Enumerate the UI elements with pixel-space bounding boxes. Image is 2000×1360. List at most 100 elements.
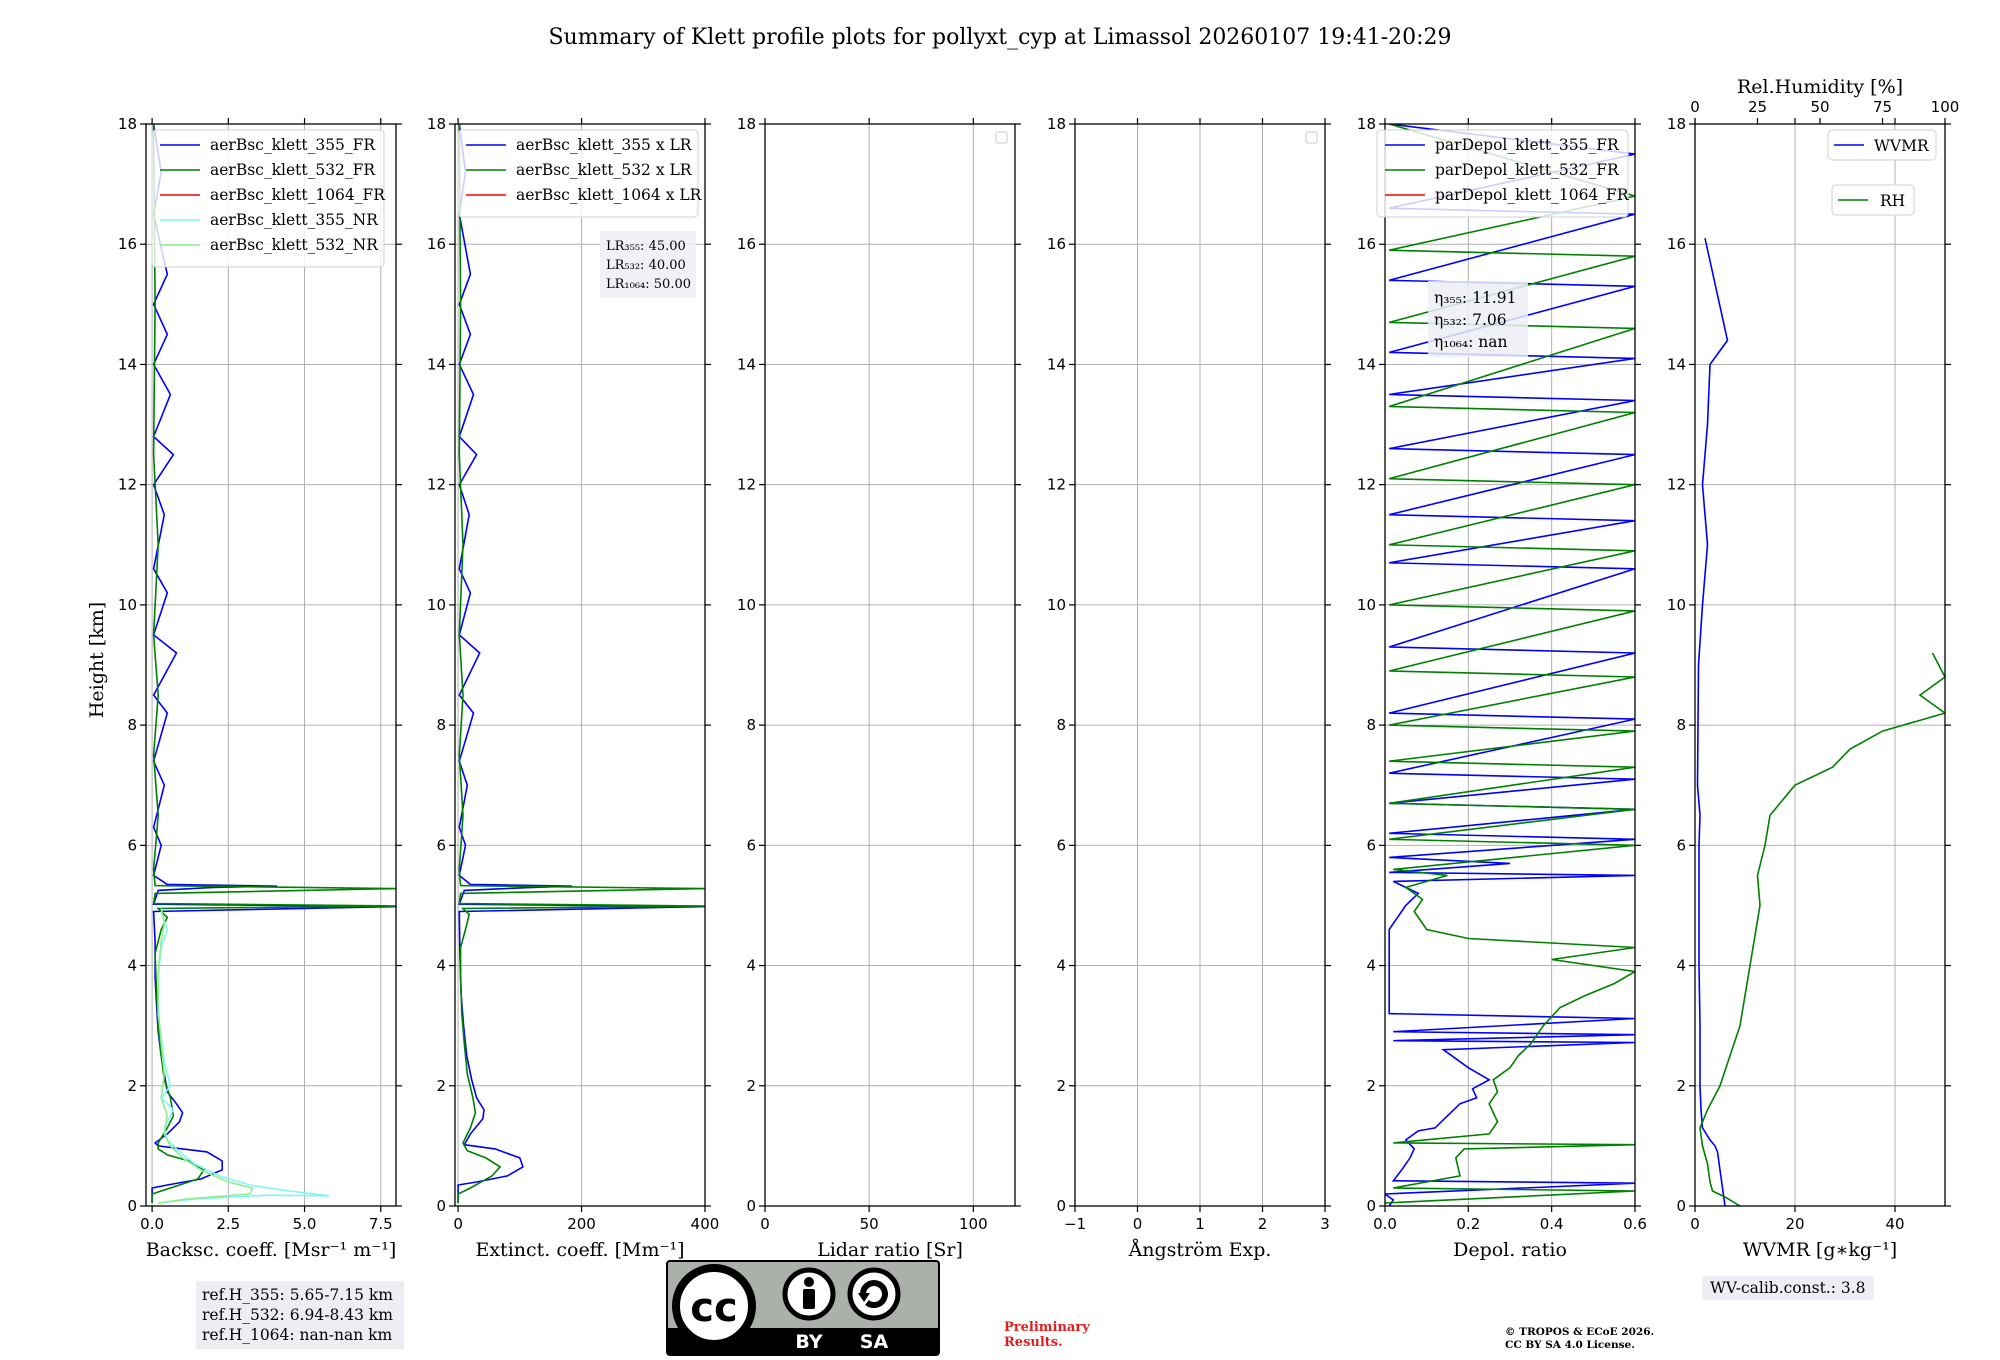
y-tick-label: 0 [746,1197,756,1215]
y-tick-label: 2 [746,1077,756,1095]
y-tick-label: 14 [118,355,137,373]
copyright-note: © TROPOS & ECoE 2026. CC BY SA 4.0 Licen… [1505,1326,1654,1352]
ref-height-1064: ref.H_1064: nan-nan km [202,1326,393,1344]
x-axis-label: WVMR [g∗kg⁻¹] [1743,1239,1897,1261]
legend-entry: aerBsc_klett_355_NR [210,211,379,229]
y-tick-label: 18 [1667,115,1686,133]
y-tick-label: 4 [1676,957,1686,975]
preliminary-line-1: Preliminary [1004,1320,1090,1335]
y-tick-label: 4 [436,957,446,975]
y-tick-label: 16 [737,235,756,253]
legend-entry: aerBsc_klett_532_NR [210,236,379,254]
annotation-eta1064: η₁₀₆₄: nan [1434,333,1508,351]
y-tick-label: 6 [746,836,756,854]
y-tick-label: 14 [427,355,446,373]
legend-entry: parDepol_klett_1064_FR [1435,186,1630,204]
annotation-background [600,231,696,298]
axes-frame [145,123,397,1207]
top-tick-label: 0 [1690,98,1700,116]
x-tick-label: 100 [959,1215,988,1233]
x-axis-label: Extinct. coeff. [Mm⁻¹] [475,1239,684,1261]
y-tick-label: 0 [127,1197,137,1215]
top-tick-label: 25 [1748,98,1767,116]
x-tick-label: 20 [1785,1215,1804,1233]
axes-frame [1384,123,1636,1207]
lidar-ratio-panel: 0 2 4 6 8 10 12 14 16 18 0 50 100 Lidar ratio [Sr] [737,115,1021,1261]
y-tick-label: 6 [436,836,446,854]
legend-entry: RH [1880,192,1905,210]
y-tick-label: 8 [436,716,446,734]
y-tick-label: 0 [436,1197,446,1215]
annotation-lr355: LR₃₅₅: 45.00 [606,239,686,254]
x-tick-label: 0.0 [1373,1215,1397,1233]
axes-frame [764,123,1016,1207]
reference-heights-box: ref.H_355: 5.65-7.15 km ref.H_532: 6.94-… [196,1281,404,1349]
top-tick-label: 50 [1810,98,1829,116]
y-tick-label: 12 [1357,476,1376,494]
x-tick-label: 0 [1133,1215,1143,1233]
y-tick-label: 6 [127,836,137,854]
y-tick-label: 18 [427,115,446,133]
depol-panel: 0 2 4 6 8 10 12 14 16 18 0.0 0.2 0.4 0.6 Depol. ratio [1357,115,1647,1261]
series-line-aerBsc_klett_532 x LR [457,124,705,1203]
backscatter-panel: 0 2 4 6 8 10 12 14 16 18 0.0 2.5 5.0 7.5 Backsc. coeff… [118,115,402,1261]
y-tick-label: 10 [1357,596,1376,614]
x-tick-label: 0.2 [1456,1215,1480,1233]
series-line-aerBsc_klett_355_FR [151,124,396,1203]
y-tick-label: 14 [737,355,756,373]
cc-by-sa-license-badge: cc BY SA [666,1260,940,1356]
legend-box [1827,129,1937,161]
x-axis-label: Backsc. coeff. [Msr⁻¹ m⁻¹] [146,1239,397,1261]
x-tick-label: 7.5 [369,1215,393,1233]
y-axis-label: Height [km] [86,602,108,718]
y-tick-label: 6 [1366,836,1376,854]
series-line-parDepol_klett_355_FR [1385,124,1635,1206]
x-tick-label: 3 [1320,1215,1330,1233]
y-tick-label: 2 [436,1077,446,1095]
legend-box [457,129,699,218]
legend: aerBsc_klett_355 x LR aerBsc_klett_532 x … [457,129,703,218]
y-tick-label: 10 [1667,596,1686,614]
x-tick-label: 2.5 [216,1215,240,1233]
legend: parDepol_klett_355_FR parDepol_klett_532_… [1376,129,1630,218]
annotation-background [1428,281,1528,357]
x-tick-label: 50 [860,1215,879,1233]
y-tick-label: 6 [1056,836,1066,854]
y-tick-label: 18 [1357,115,1376,133]
y-tick-label: 0 [1056,1197,1066,1215]
y-tick-label: 10 [1047,596,1066,614]
series-line-parDepol_klett_532_FR [1385,124,1635,1204]
y-tick-label: 0 [1676,1197,1686,1215]
legend-entry: WVMR [1874,137,1930,155]
y-tick-label: 16 [427,235,446,253]
preliminary-note: Preliminary Results. [1004,1320,1090,1350]
share-alike-icon [847,1267,901,1321]
y-tick-label: 16 [1047,235,1066,253]
x-tick-label: 5.0 [293,1215,317,1233]
legend-entry: aerBsc_klett_532_FR [210,161,376,179]
annotation-box: LR₃₅₅: 45.00 LR₅₃₂: 40.00 LR₁₀₆₄: 50.00 [600,231,696,298]
y-tick-label: 4 [1366,957,1376,975]
y-tick-label: 12 [1667,476,1686,494]
cc-icon [672,1264,756,1348]
y-tick-label: 12 [427,476,446,494]
x-tick-label: 1 [1195,1215,1205,1233]
y-tick-label: 8 [1056,716,1066,734]
y-tick-label: 4 [1056,957,1066,975]
legend-box [1831,184,1915,216]
x-tick-label: 0 [760,1215,770,1233]
y-tick-label: 8 [1676,716,1686,734]
copyright-line-2: CC BY SA 4.0 License. [1505,1339,1635,1351]
annotation-eta355: η₃₅₅: 11.91 [1434,289,1516,307]
y-tick-label: 2 [1676,1077,1686,1095]
legend-entry: parDepol_klett_355_FR [1435,136,1620,154]
annotation-eta532: η₅₃₂: 7.06 [1434,311,1507,329]
y-tick-label: 0 [1366,1197,1376,1215]
y-tick-label: 12 [1047,476,1066,494]
x-tick-label: 0.4 [1540,1215,1564,1233]
y-tick-label: 8 [1366,716,1376,734]
y-tick-label: 16 [118,235,137,253]
ref-height-355: ref.H_355: 5.65-7.15 km [202,1286,393,1304]
y-tick-label: 12 [737,476,756,494]
